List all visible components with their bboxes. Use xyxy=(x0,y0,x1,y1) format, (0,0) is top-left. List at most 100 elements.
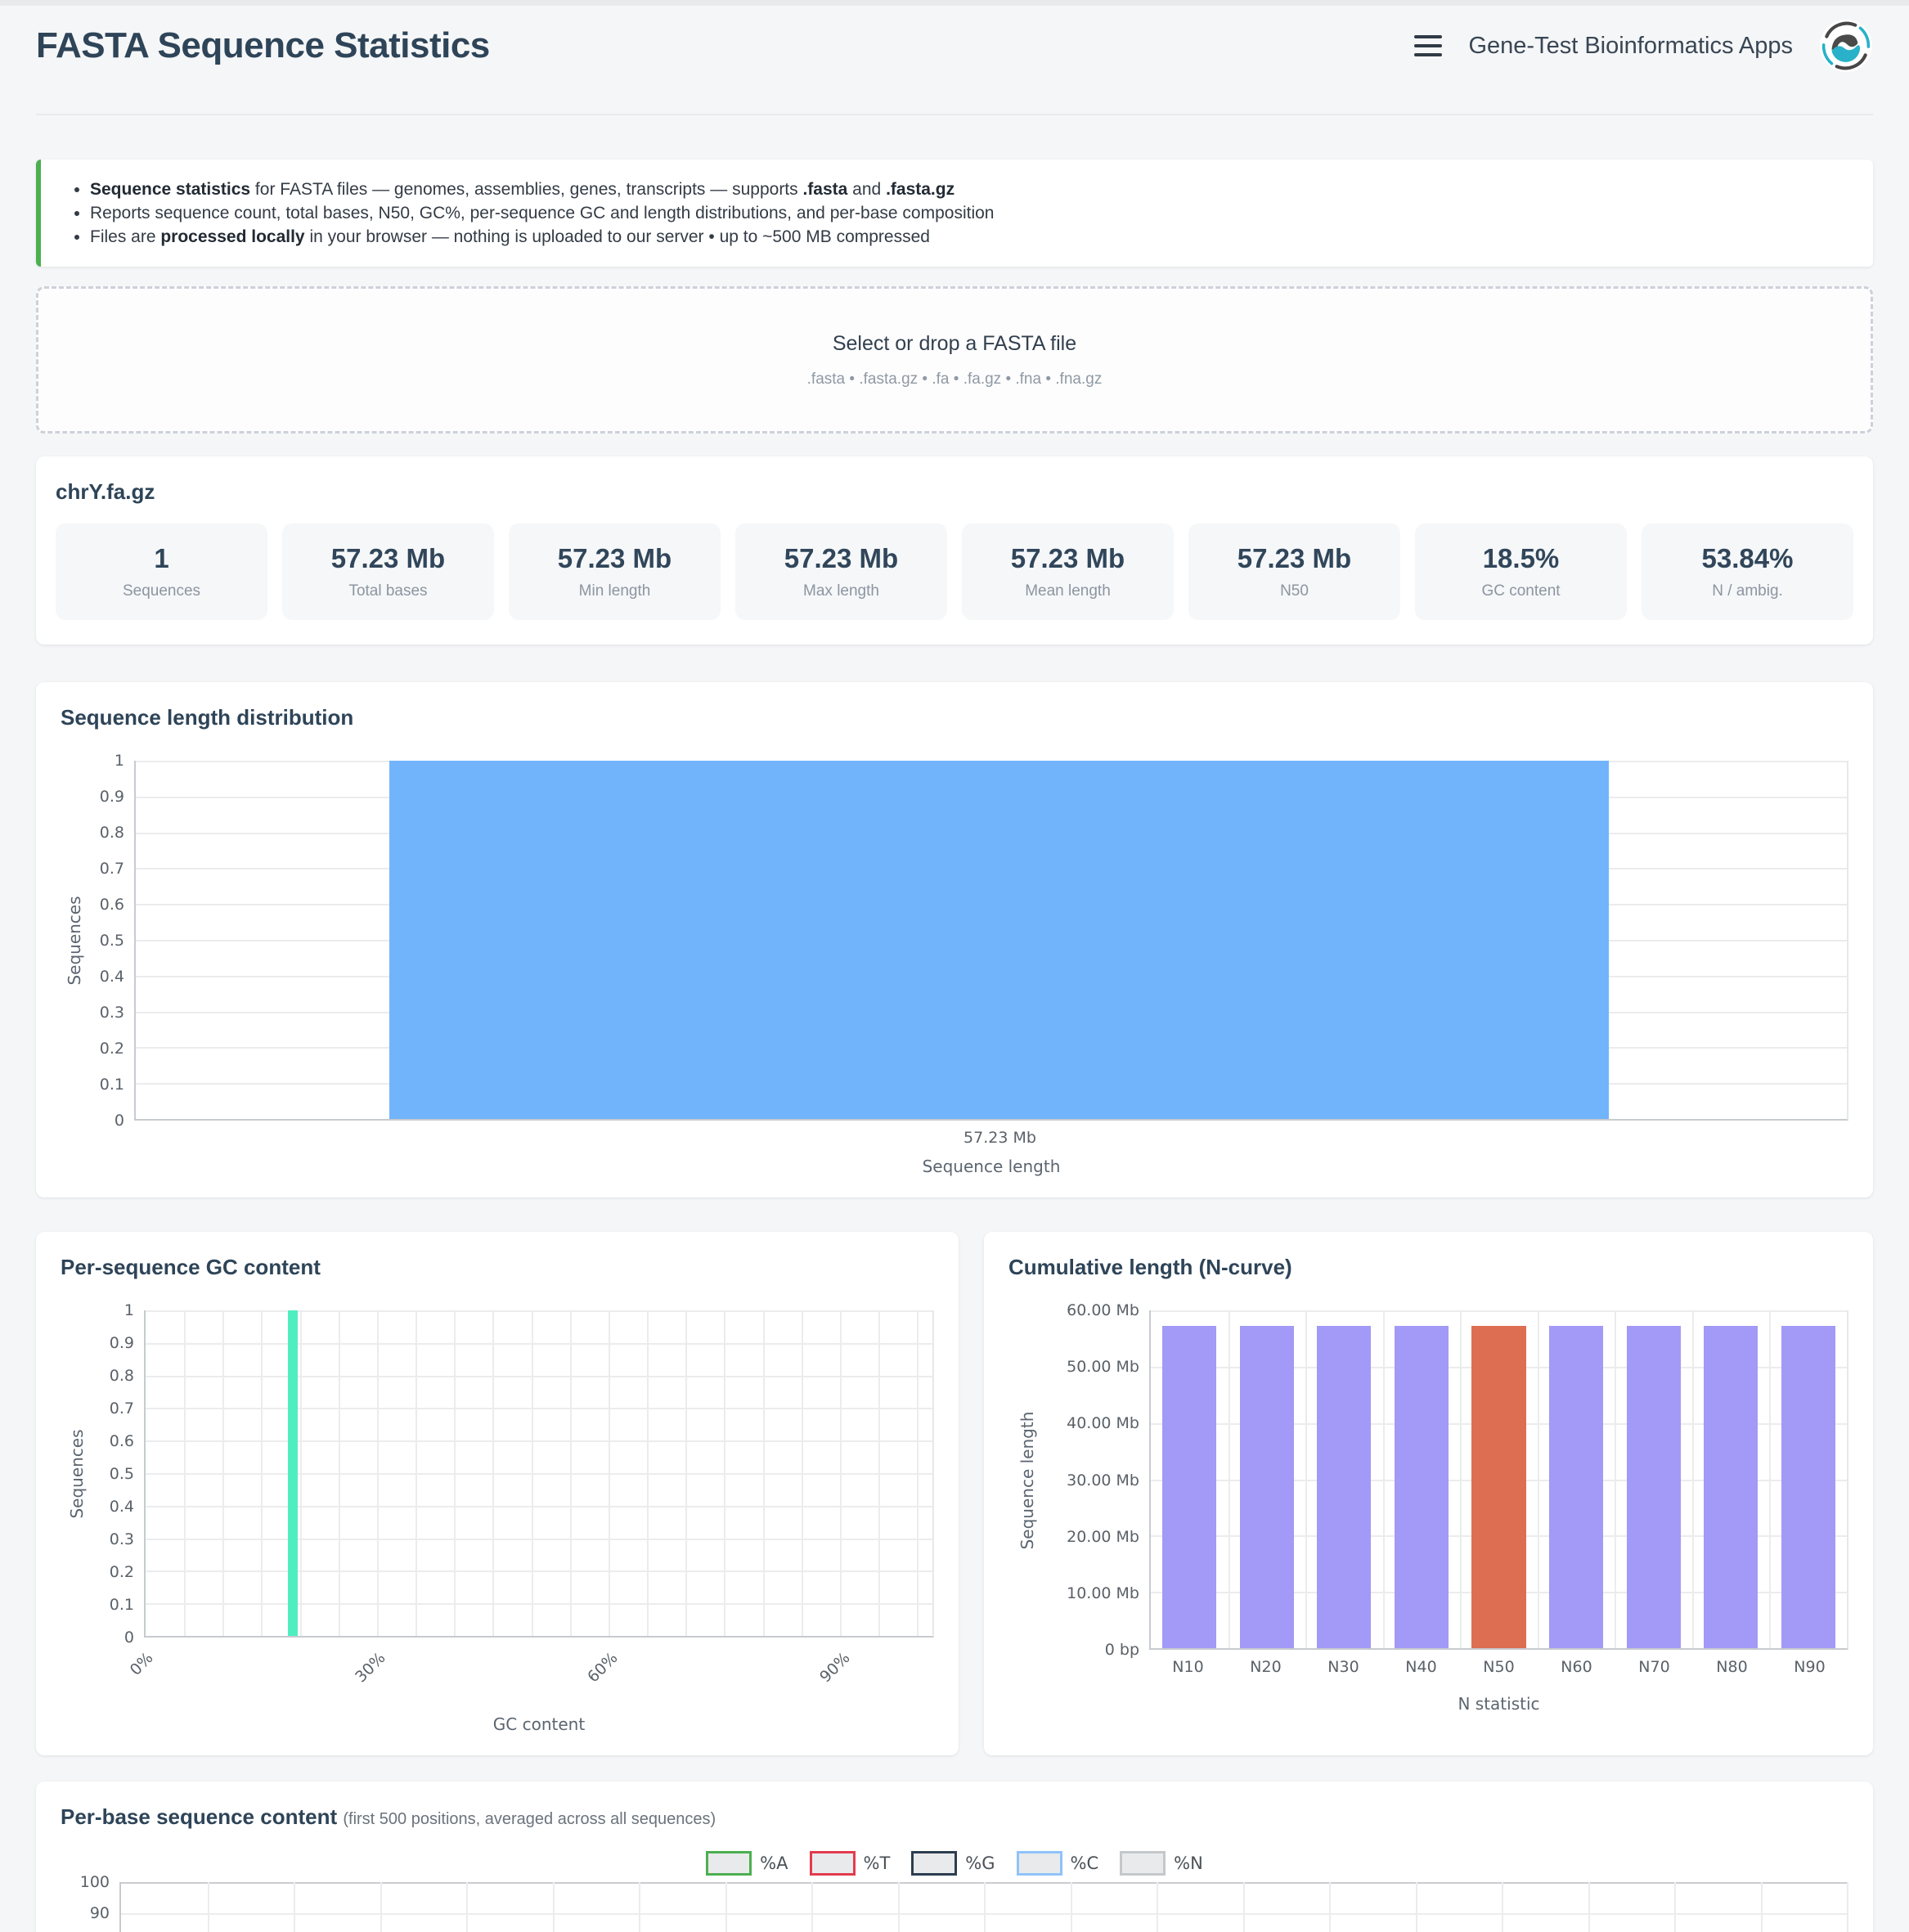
y-tick-label: 100 xyxy=(79,1873,110,1891)
gridline xyxy=(146,1408,932,1410)
info-bullet: Sequence statistics for FASTA files — ge… xyxy=(90,177,1848,201)
y-tick-label: 0.7 xyxy=(109,1400,134,1418)
ncurve-bar-N10 xyxy=(1162,1326,1217,1648)
gridline xyxy=(639,1882,640,1932)
gridline xyxy=(762,1310,765,1636)
y-tick-label: 0 xyxy=(124,1629,134,1647)
perbase-chart: 1009080706050403020100 xyxy=(61,1873,1848,1932)
legend-swatch xyxy=(911,1851,958,1876)
gridline xyxy=(146,1570,932,1573)
stat-tile: 18.5% GC content xyxy=(1415,523,1627,620)
y-tick-label: 1 xyxy=(124,1301,134,1319)
ncurve-bar-N90 xyxy=(1781,1326,1835,1648)
ncurve-chart: Sequence length 0 bp 10.00 Mb 20.00 Mb 30.0… xyxy=(1008,1301,1848,1714)
gridline xyxy=(878,1310,880,1636)
legend-swatch xyxy=(809,1851,856,1876)
gridline xyxy=(1415,1882,1417,1932)
y-tick-label: 0.9 xyxy=(109,1334,134,1352)
y-tick-label: 0 xyxy=(114,1112,124,1130)
stat-tile: 57.23 Mb Min length xyxy=(509,523,721,620)
gridline xyxy=(380,1882,382,1932)
gridline xyxy=(146,1603,932,1606)
gc-bar xyxy=(288,1310,298,1636)
gridline xyxy=(415,1310,418,1636)
gridline xyxy=(1674,1882,1676,1932)
info-panel: Sequence statistics for FASTA files — ge… xyxy=(36,160,1873,267)
legend-label: %G xyxy=(965,1853,995,1873)
page-title: FASTA Sequence Statistics xyxy=(36,25,490,65)
gridline xyxy=(184,1310,186,1636)
x-tick-label: N10 xyxy=(1172,1658,1204,1676)
x-tick-label: 60% xyxy=(584,1649,622,1687)
header-right: Gene-Test Bioinformatics Apps xyxy=(1414,19,1873,73)
gridline xyxy=(569,1310,572,1636)
legend-item-C[interactable]: %C xyxy=(1016,1851,1098,1876)
ncurve-bar-N20 xyxy=(1239,1326,1294,1648)
y-tick-label: 1 xyxy=(114,752,124,770)
gridline xyxy=(917,1310,919,1636)
stat-label: Min length xyxy=(578,582,651,600)
hamburger-menu-button[interactable] xyxy=(1414,32,1443,60)
length-distribution-chart: Sequences 0 0.1 0.2 0.3 0.4 0.5 0.6 0.7 0.8 0.9 1 … xyxy=(61,752,1848,1176)
legend-swatch xyxy=(706,1851,752,1876)
gridline xyxy=(261,1310,263,1636)
gridline xyxy=(146,1505,932,1507)
legend-item-N[interactable]: %N xyxy=(1120,1851,1203,1876)
y-axis-ticks: 1009080706050403020100 xyxy=(61,1873,119,1932)
gridline xyxy=(466,1882,468,1932)
x-axis-label: Sequence length xyxy=(922,1157,1061,1176)
gridline xyxy=(294,1882,295,1932)
gridline xyxy=(724,1310,726,1636)
y-tick-label: 90 xyxy=(89,1904,110,1922)
ncurve-card: Cumulative length (N-curve) Sequence len… xyxy=(984,1232,1873,1755)
legend-item-A[interactable]: %A xyxy=(706,1851,788,1876)
gridline xyxy=(1615,1310,1617,1648)
y-axis-label-text: Sequences xyxy=(67,1429,87,1519)
x-tick-label: 0% xyxy=(126,1649,157,1679)
file-dropzone[interactable]: Select or drop a FASTA file .fasta • .fa… xyxy=(36,286,1873,434)
legend-swatch xyxy=(1120,1851,1166,1876)
gridline xyxy=(1769,1310,1772,1648)
legend-swatch xyxy=(1016,1851,1062,1876)
x-tick-label: N20 xyxy=(1250,1658,1282,1676)
gridline xyxy=(1760,1882,1763,1932)
stat-label: Mean length xyxy=(1025,582,1111,600)
stat-value: 57.23 Mb xyxy=(330,543,446,573)
gridline xyxy=(1691,1310,1694,1648)
y-axis-ticks: 0 0.1 0.2 0.3 0.4 0.5 0.6 0.7 0.8 0.9 1 xyxy=(88,752,134,1130)
hamburger-icon xyxy=(1414,35,1443,38)
legend-label: %N xyxy=(1174,1853,1203,1873)
y-tick-label: 0.8 xyxy=(109,1367,134,1385)
stat-label: N50 xyxy=(1280,582,1309,600)
gridline xyxy=(146,1538,932,1540)
brand-link[interactable]: Gene-Test Bioinformatics Apps xyxy=(1468,32,1793,59)
stat-tile: 1 Sequences xyxy=(56,523,267,620)
gridline xyxy=(454,1310,456,1636)
stat-value: 57.23 Mb xyxy=(557,543,672,573)
legend-item-T[interactable]: %T xyxy=(809,1851,890,1876)
gridline xyxy=(1151,1310,1847,1312)
stat-value: 18.5% xyxy=(1482,543,1560,573)
stat-value: 53.84% xyxy=(1701,543,1794,573)
y-axis-label-text: Sequence length xyxy=(1017,1411,1037,1549)
legend-item-G[interactable]: %G xyxy=(911,1851,995,1876)
y-tick-label: 0.3 xyxy=(109,1530,134,1548)
x-tick-label: N70 xyxy=(1638,1658,1670,1676)
gene-test-logo[interactable] xyxy=(1819,19,1873,73)
gridline xyxy=(1157,1882,1158,1932)
ncurve-bar-N60 xyxy=(1548,1326,1604,1648)
y-tick-label: 0.7 xyxy=(99,860,124,878)
gridline xyxy=(1847,1882,1848,1932)
app-header: FASTA Sequence Statistics Gene-Test Bioi… xyxy=(36,6,1873,73)
gridline xyxy=(897,1882,900,1932)
y-tick-label: 20.00 Mb xyxy=(1067,1527,1139,1546)
info-bullet: Files are processed locally in your brow… xyxy=(90,225,1848,249)
length-distribution-title: Sequence length distribution xyxy=(61,705,354,730)
y-axis-label: Sequence length xyxy=(1008,1310,1046,1650)
stat-tile: 53.84% N / ambig. xyxy=(1642,523,1853,620)
gc-content-chart: Sequences 0 0.1 0.2 0.3 0.4 0.5 0.6 0.7 0.8 0.9 1 … xyxy=(61,1301,934,1734)
stat-tile: 57.23 Mb Total bases xyxy=(282,523,494,620)
gridline xyxy=(685,1310,688,1636)
stat-value: 57.23 Mb xyxy=(1237,543,1352,573)
gridline xyxy=(1460,1310,1462,1648)
